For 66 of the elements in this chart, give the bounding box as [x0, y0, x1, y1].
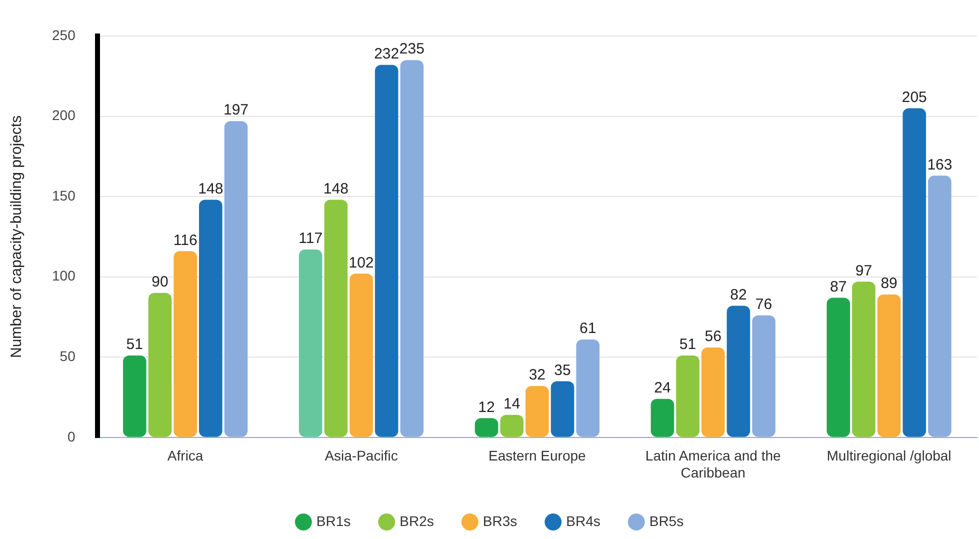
y-tick-label: 100 — [52, 268, 76, 284]
x-tick-label: Latin America and the Caribbean — [645, 448, 782, 480]
legend-label: BR2s — [400, 512, 434, 529]
legend-label: BR1s — [316, 512, 351, 529]
data-label: 197 — [223, 102, 249, 119]
bar — [877, 294, 901, 437]
data-label: 12 — [478, 398, 495, 416]
data-label: 232 — [374, 46, 400, 63]
data-label: 24 — [654, 380, 671, 397]
bar — [902, 108, 926, 437]
data-label: 163 — [927, 156, 952, 174]
bar — [148, 292, 172, 437]
data-label: 51 — [679, 336, 696, 354]
y-axis-title: Number of capacity-building projects — [8, 115, 26, 358]
data-label: 148 — [323, 180, 348, 198]
y-tick-label: 200 — [52, 107, 76, 124]
bar — [324, 200, 348, 437]
x-tick-label: Multiregional /global — [826, 448, 952, 464]
bar — [174, 251, 197, 437]
bar — [374, 64, 398, 437]
data-label: 205 — [902, 88, 927, 106]
y-tick-label: 50 — [60, 348, 76, 364]
y-tick-label: 0 — [68, 428, 76, 444]
bar — [199, 200, 222, 437]
data-label: 35 — [554, 362, 571, 379]
x-tick-label: Eastern Europe — [488, 448, 586, 464]
bar — [928, 176, 952, 437]
bar — [500, 414, 524, 437]
legend-label: BR5s — [649, 512, 684, 529]
data-label: 90 — [152, 274, 168, 291]
data-label: 116 — [173, 232, 198, 249]
bar — [650, 398, 674, 437]
bar — [550, 381, 574, 437]
bar — [224, 121, 248, 437]
y-tick-label: 250 — [52, 26, 76, 43]
bar — [123, 356, 146, 437]
data-label: 61 — [580, 320, 596, 338]
bar — [852, 282, 876, 437]
bar — [752, 315, 776, 437]
legend-label: BR3s — [482, 512, 518, 529]
y-tick-label: 150 — [52, 187, 76, 204]
x-tick-label: Africa — [167, 448, 204, 464]
data-label: 82 — [730, 286, 747, 304]
data-label: 102 — [348, 254, 374, 272]
data-label: 235 — [399, 40, 424, 58]
bar — [826, 298, 850, 437]
x-tick-label: Asia-Pacific — [324, 448, 398, 464]
data-label: 56 — [704, 328, 722, 346]
bar — [400, 60, 424, 437]
data-label: 148 — [198, 180, 224, 198]
data-label: 14 — [504, 396, 520, 413]
bar — [676, 356, 700, 437]
data-label: 97 — [855, 262, 872, 280]
bar — [350, 274, 373, 437]
bar — [701, 347, 725, 437]
data-label: 76 — [755, 296, 772, 314]
data-label: 117 — [298, 230, 323, 248]
data-label: 51 — [126, 336, 143, 354]
legend-label: BR4s — [566, 512, 600, 529]
bar — [526, 386, 549, 437]
data-label: 87 — [830, 278, 847, 296]
bar — [726, 306, 750, 437]
bar — [298, 250, 322, 437]
bar — [576, 339, 600, 437]
data-label: 89 — [880, 275, 898, 292]
data-label: 32 — [528, 366, 546, 384]
